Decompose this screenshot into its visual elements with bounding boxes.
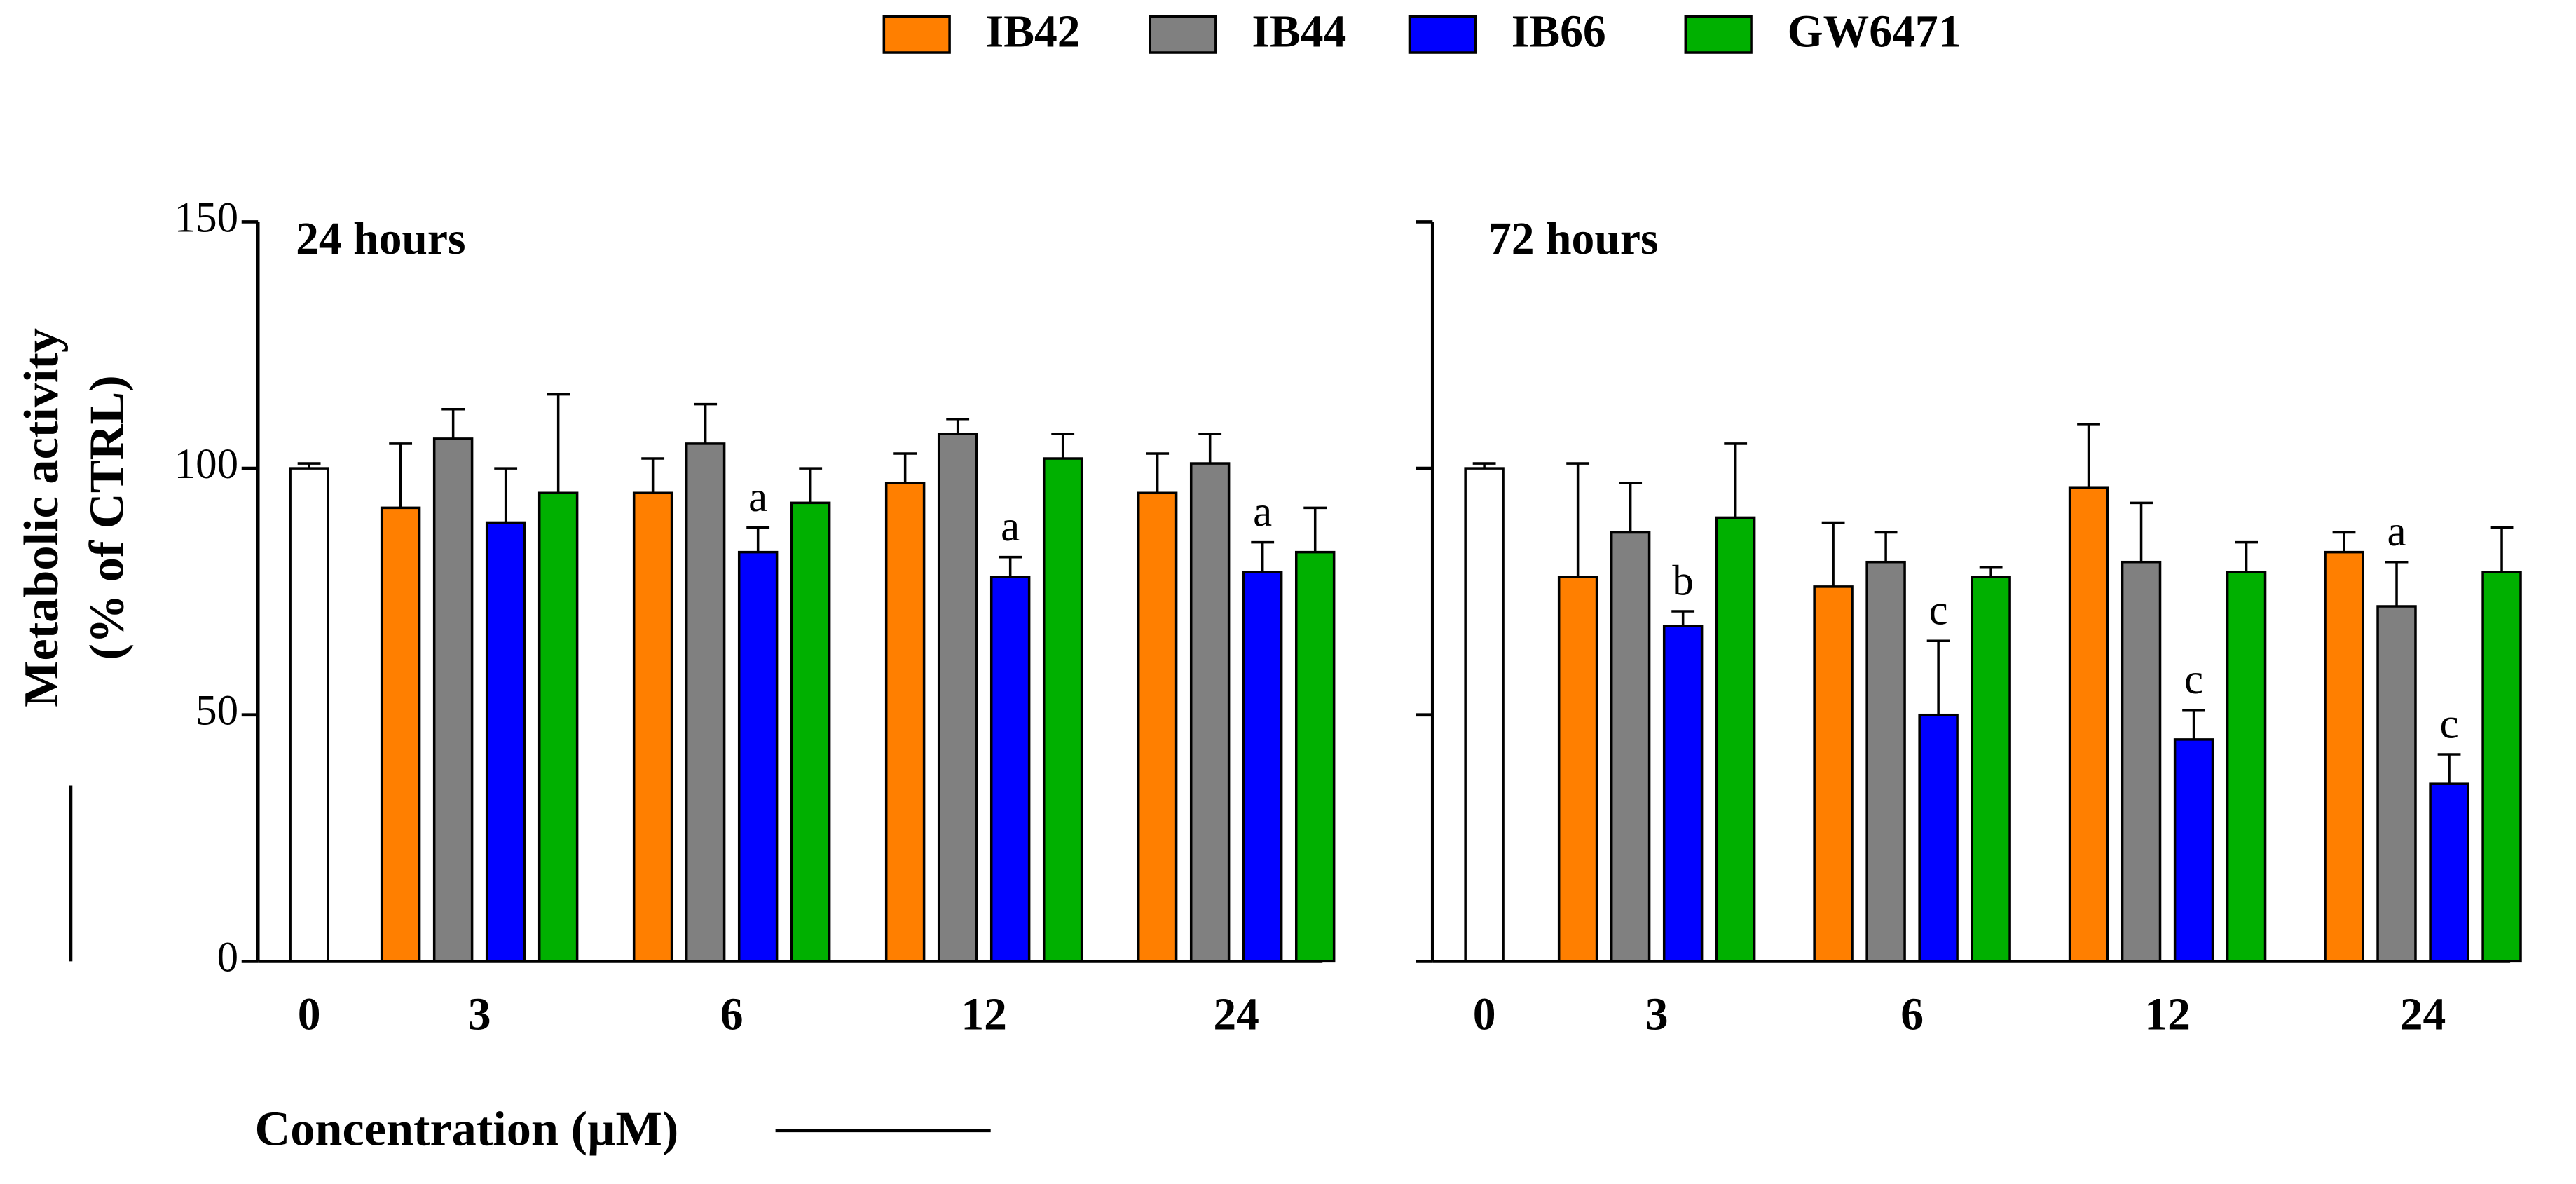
bar (1189, 462, 1231, 963)
bar (2226, 571, 2267, 963)
bar (432, 437, 474, 963)
bar (1715, 516, 1756, 963)
x-tick-label: 3 (1645, 989, 1669, 1040)
bar (1242, 571, 1283, 963)
bar (1865, 560, 1906, 963)
x-tick-label: 0 (298, 989, 321, 1040)
bar (1042, 457, 1083, 963)
bar (1610, 531, 1651, 963)
y-tick-label: 0 (217, 934, 238, 981)
panel-title: 72 hours (1488, 214, 1659, 264)
bar (1971, 576, 2011, 963)
bar (1662, 625, 1704, 963)
bar (884, 482, 926, 963)
legend-label: IB42 (986, 7, 1081, 57)
x-tick-label: 12 (2144, 989, 2191, 1040)
bar (737, 550, 779, 963)
legend-label: IB44 (1252, 7, 1346, 57)
legend-swatch (882, 15, 951, 54)
legend-swatch (1408, 15, 1477, 54)
annotation: c (2440, 700, 2459, 747)
bar (1137, 491, 1178, 963)
bar (1918, 713, 1959, 963)
bar (790, 501, 831, 963)
bar (380, 506, 421, 963)
annotation: a (1253, 489, 1272, 536)
bar (1557, 576, 1598, 963)
x-tick-label: 24 (2400, 989, 2446, 1040)
bar (1813, 585, 1854, 963)
y-tick-label: 100 (174, 441, 238, 488)
legend-label: IB66 (1512, 7, 1606, 57)
bar (2324, 550, 2364, 963)
bar (2481, 571, 2522, 963)
x-tick-label: 6 (1900, 989, 1924, 1040)
bar (632, 491, 673, 963)
legend-label: GW6471 (1788, 7, 1961, 57)
bar (289, 467, 329, 963)
annotation: b (1672, 558, 1693, 605)
y-tick-label: 50 (196, 688, 238, 735)
bar (937, 433, 978, 963)
x-tick-label: 12 (961, 989, 1007, 1040)
bar (1464, 467, 1505, 963)
x-tick-label: 3 (468, 989, 491, 1040)
y-tick-label: 150 (174, 194, 238, 241)
annotation: a (748, 474, 767, 521)
x-axis-label: Concentration (µM) (254, 1102, 678, 1157)
annotation: c (1929, 587, 1948, 634)
panel-title: 24 hours (296, 214, 466, 264)
x-tick-label: 6 (720, 989, 744, 1040)
bar (685, 442, 726, 963)
annotation: a (2387, 508, 2406, 555)
bar (2429, 782, 2469, 963)
bar (485, 521, 526, 963)
x-tick-label: 24 (1213, 989, 1259, 1040)
bar (2068, 486, 2109, 963)
bar (1294, 550, 1336, 963)
annotation: a (1001, 503, 1020, 550)
bar (537, 491, 579, 963)
bar (989, 576, 1031, 963)
bar (2173, 738, 2214, 963)
y-axis-label: Metabolic activity (14, 328, 69, 707)
legend-swatch (1149, 15, 1217, 54)
annotation: c (2184, 656, 2203, 703)
legend-swatch (1684, 15, 1753, 54)
bar (2121, 560, 2162, 963)
bar (2376, 605, 2417, 963)
y-axis-label: (% of CTRL) (80, 375, 135, 660)
x-tick-label: 0 (1473, 989, 1496, 1040)
